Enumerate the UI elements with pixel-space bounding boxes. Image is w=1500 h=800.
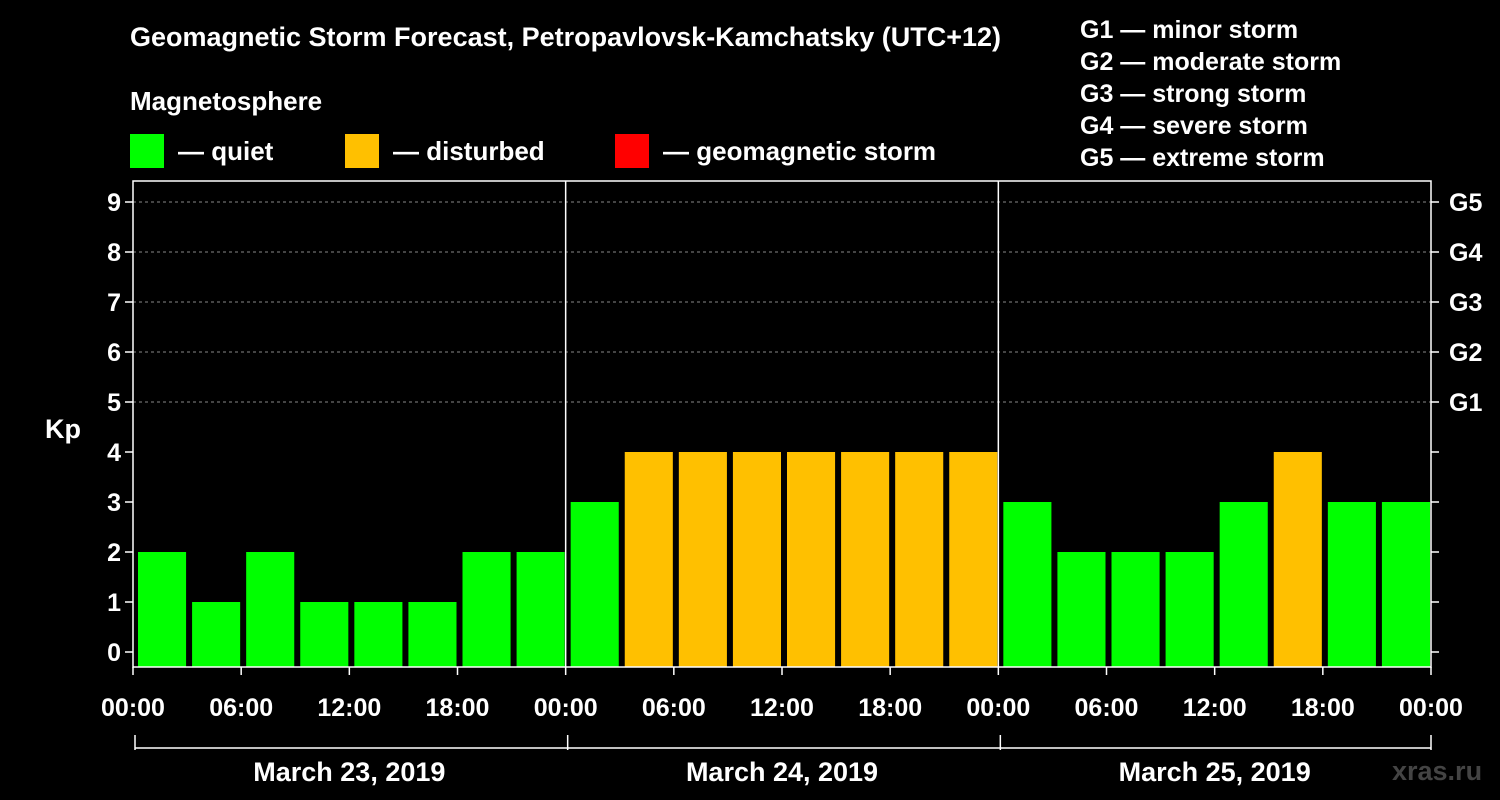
xtick-label-5: 06:00 bbox=[642, 694, 706, 722]
legend-label-storm: — geomagnetic storm bbox=[663, 135, 937, 166]
bar-19 bbox=[1165, 552, 1214, 667]
bar-8 bbox=[570, 502, 619, 667]
xtick-label-0: 00:00 bbox=[101, 694, 165, 722]
xtick-label-10: 12:00 bbox=[1183, 694, 1247, 722]
gscale-tick-g3: G3 bbox=[1449, 289, 1482, 317]
bar-7 bbox=[516, 552, 565, 667]
ytick-label-8: 8 bbox=[107, 239, 121, 267]
legend-label-disturbed: — disturbed bbox=[393, 135, 545, 166]
ytick-label-9: 9 bbox=[107, 189, 121, 217]
xtick-label-7: 18:00 bbox=[858, 694, 922, 722]
gscale-tick-g4: G4 bbox=[1449, 239, 1482, 267]
ytick-label-0: 0 bbox=[107, 639, 121, 667]
xtick-label-6: 12:00 bbox=[750, 694, 814, 722]
bar-17 bbox=[1057, 552, 1106, 667]
xtick-label-1: 06:00 bbox=[209, 694, 273, 722]
bar-3 bbox=[300, 602, 349, 667]
bar-1 bbox=[192, 602, 241, 667]
g-scale-legend: G1 — minor storm G2 — moderate storm G3 … bbox=[1080, 14, 1341, 174]
gscale-tick-g1: G1 bbox=[1449, 389, 1482, 417]
xtick-label-4: 00:00 bbox=[534, 694, 598, 722]
ytick-label-2: 2 bbox=[107, 539, 121, 567]
legend-swatch-storm bbox=[615, 134, 649, 168]
gscale-tick-g2: G2 bbox=[1449, 339, 1482, 367]
chart-subtitle: Magnetosphere bbox=[130, 86, 323, 116]
ytick-label-5: 5 bbox=[107, 389, 121, 417]
legend-swatch-disturbed bbox=[345, 134, 379, 168]
xtick-label-12: 00:00 bbox=[1399, 694, 1463, 722]
bar-20 bbox=[1219, 502, 1268, 667]
bar-18 bbox=[1111, 552, 1160, 667]
bar-16 bbox=[1003, 502, 1052, 667]
ytick-label-4: 4 bbox=[107, 439, 121, 467]
xtick-label-11: 18:00 bbox=[1291, 694, 1355, 722]
bar-23 bbox=[1381, 502, 1430, 667]
xtick-label-3: 18:00 bbox=[426, 694, 490, 722]
bar-5 bbox=[408, 602, 457, 667]
day-label-1: March 24, 2019 bbox=[686, 757, 878, 787]
gscale-tick-g5: G5 bbox=[1449, 189, 1482, 217]
bar-2 bbox=[246, 552, 295, 667]
g-scale-g3: G3 — strong storm bbox=[1080, 80, 1307, 108]
day-label-0: March 23, 2019 bbox=[253, 757, 445, 787]
day-label-2: March 25, 2019 bbox=[1119, 757, 1311, 787]
xtick-label-2: 12:00 bbox=[317, 694, 381, 722]
bar-6 bbox=[462, 552, 511, 667]
bar-9 bbox=[624, 452, 673, 667]
legend-item-storm: — geomagnetic storm bbox=[615, 134, 936, 168]
bar-15 bbox=[949, 452, 998, 667]
y-axis-label: Kp bbox=[45, 414, 81, 444]
legend-item-quiet: — quiet bbox=[130, 134, 273, 168]
ytick-label-7: 7 bbox=[107, 289, 121, 317]
ytick-label-6: 6 bbox=[107, 339, 121, 367]
bar-0 bbox=[138, 552, 187, 667]
watermark: xras.ru bbox=[1392, 756, 1483, 786]
bar-10 bbox=[678, 452, 727, 667]
g-scale-g4: G4 — severe storm bbox=[1080, 112, 1308, 140]
g-scale-g5: G5 — extreme storm bbox=[1080, 144, 1325, 172]
ytick-label-1: 1 bbox=[107, 589, 121, 617]
xtick-label-8: 00:00 bbox=[966, 694, 1030, 722]
bar-22 bbox=[1327, 502, 1376, 667]
bar-13 bbox=[841, 452, 890, 667]
legend-item-disturbed: — disturbed bbox=[345, 134, 545, 168]
legend-swatch-quiet bbox=[130, 134, 164, 168]
bar-4 bbox=[354, 602, 403, 667]
xtick-label-9: 06:00 bbox=[1075, 694, 1139, 722]
g-scale-g2: G2 — moderate storm bbox=[1080, 48, 1342, 76]
bar-12 bbox=[787, 452, 836, 667]
bar-14 bbox=[895, 452, 944, 667]
chart-title: Geomagnetic Storm Forecast, Petropavlovs… bbox=[130, 22, 1002, 52]
g-scale-g1: G1 — minor storm bbox=[1080, 16, 1299, 44]
legend-label-quiet: — quiet bbox=[178, 135, 274, 166]
bar-21 bbox=[1273, 452, 1322, 667]
ytick-label-3: 3 bbox=[107, 489, 121, 517]
bar-11 bbox=[732, 452, 781, 667]
